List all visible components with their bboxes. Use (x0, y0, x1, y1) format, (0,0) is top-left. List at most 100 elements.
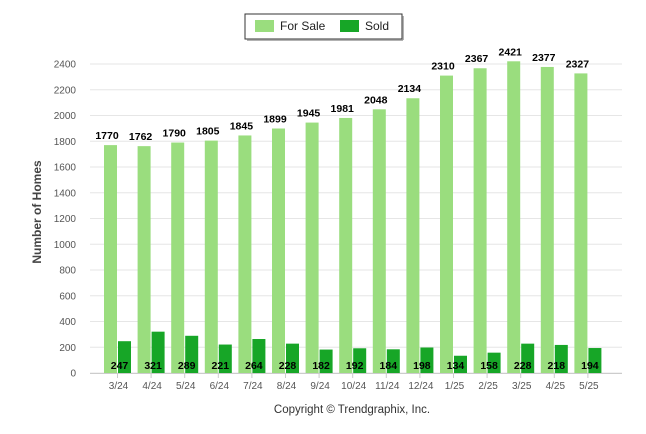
bar-for-sale (473, 68, 487, 373)
bar-sold (454, 355, 467, 373)
y-tick-label: 1400 (54, 188, 77, 199)
legend-swatch-sold (340, 20, 359, 32)
y-tick-label: 800 (59, 266, 76, 277)
y-tick-label: 1600 (54, 163, 77, 174)
y-tick-label: 2400 (54, 60, 77, 71)
y-tick-label: 2000 (54, 111, 77, 122)
data-label-for-sale: 1899 (263, 114, 287, 126)
y-tick-label: 1000 (54, 240, 77, 251)
bar-sold (521, 343, 535, 373)
data-label-for-sale: 1845 (230, 120, 254, 132)
data-label-sold: 228 (279, 360, 297, 372)
data-label-sold: 218 (548, 360, 566, 372)
bar-sold (118, 341, 131, 373)
x-tick-label: 1/25 (445, 381, 465, 392)
bar-for-sale (440, 75, 453, 374)
bar-sold (588, 348, 602, 373)
bar-for-sale (204, 140, 218, 373)
bar-for-sale (507, 61, 521, 373)
data-label-for-sale: 2421 (499, 46, 523, 58)
bar-sold (286, 343, 299, 373)
data-label-for-sale: 2048 (364, 94, 388, 106)
data-label-sold: 247 (111, 360, 129, 372)
bar-sold (420, 347, 434, 373)
x-tick-label: 10/24 (341, 381, 366, 392)
data-labels: 1770 247 1762 321 1790 289 1805 221 1845 264 1899 2… (95, 46, 598, 372)
data-label-sold: 134 (447, 360, 465, 372)
data-label-for-sale: 1762 (129, 131, 153, 143)
bar-for-sale (238, 135, 252, 373)
data-label-sold: 198 (413, 360, 431, 372)
bars (104, 61, 602, 374)
data-label-sold: 192 (346, 360, 364, 372)
data-label-sold: 221 (212, 360, 230, 372)
data-label-for-sale: 2327 (566, 58, 590, 70)
y-tick-label: 2200 (54, 85, 77, 96)
data-label-for-sale: 1945 (297, 108, 321, 120)
data-label-for-sale: 1770 (95, 130, 119, 142)
data-label-sold: 321 (144, 360, 162, 372)
data-label-sold: 182 (312, 360, 330, 372)
x-tick-label: 11/24 (375, 381, 400, 392)
data-label-sold: 158 (480, 360, 498, 372)
bar-for-sale (104, 145, 117, 373)
bar-for-sale (540, 66, 554, 374)
x-tick-label: 12/24 (408, 381, 433, 392)
y-tick-label: 600 (59, 291, 76, 302)
data-label-sold: 184 (380, 360, 398, 372)
bar-for-sale (305, 122, 319, 373)
bar-for-sale (372, 109, 386, 373)
data-label-for-sale: 2134 (398, 83, 422, 95)
y-tick-label: 0 (70, 369, 76, 380)
data-label-for-sale: 1805 (196, 126, 220, 138)
y-tick-label: 1200 (54, 214, 77, 225)
data-label-sold: 289 (178, 360, 196, 372)
x-tick-label: 3/24 (109, 381, 129, 392)
bar-sold (319, 349, 333, 373)
bar-for-sale (339, 117, 353, 373)
bar-sold (487, 352, 501, 373)
bar-sold (252, 339, 266, 373)
bar-for-sale (406, 98, 420, 373)
x-tick-label: 5/25 (579, 381, 599, 392)
y-axis-title: Number of Homes (30, 160, 44, 264)
copyright-text: Copyright © Trendgraphix, Inc. (274, 404, 430, 416)
data-label-for-sale: 1981 (331, 103, 355, 115)
data-label-for-sale: 2377 (532, 52, 556, 64)
x-tick-label: 4/25 (546, 381, 566, 392)
legend: For Sale Sold (244, 13, 404, 41)
y-tick-label: 400 (59, 317, 76, 328)
bar-sold (151, 331, 165, 373)
bar-sold (185, 335, 199, 373)
data-label-for-sale: 1790 (163, 128, 187, 140)
x-tick-label: 6/24 (210, 381, 230, 392)
x-tick-label: 4/24 (142, 381, 162, 392)
legend-label-sold: Sold (365, 19, 389, 33)
bar-for-sale (171, 142, 185, 373)
bar-for-sale (137, 146, 151, 373)
data-label-sold: 264 (245, 360, 263, 372)
bar-for-sale (574, 73, 588, 374)
bar-sold (554, 344, 568, 373)
x-tick-label: 2/25 (478, 381, 498, 392)
data-label-for-sale: 2310 (431, 61, 455, 73)
x-tick-label: 9/24 (310, 381, 330, 392)
x-tick-label: 8/24 (277, 381, 297, 392)
x-tick-label: 3/25 (512, 381, 532, 392)
bar-sold (218, 344, 232, 373)
legend-label-for-sale: For Sale (280, 19, 326, 33)
bar-sold (353, 348, 367, 373)
legend-swatch-for-sale (255, 20, 274, 32)
x-tick-label: 5/24 (176, 381, 196, 392)
bar-for-sale (272, 128, 285, 373)
data-label-sold: 194 (581, 360, 599, 372)
bar-sold (386, 349, 400, 373)
x-tick-label: 7/24 (243, 381, 263, 392)
x-axis: 3/24 4/24 5/24 6/24 7/24 8/24 9/24 10/24 11/24 12… (109, 373, 599, 392)
y-tick-label: 200 (59, 343, 76, 354)
y-axis: 0 200 400 600 800 1000 1200 1400 1600 1800 2000 220… (54, 60, 77, 380)
data-label-sold: 228 (514, 360, 532, 372)
y-tick-label: 1800 (54, 137, 77, 148)
data-label-for-sale: 2367 (465, 53, 489, 65)
